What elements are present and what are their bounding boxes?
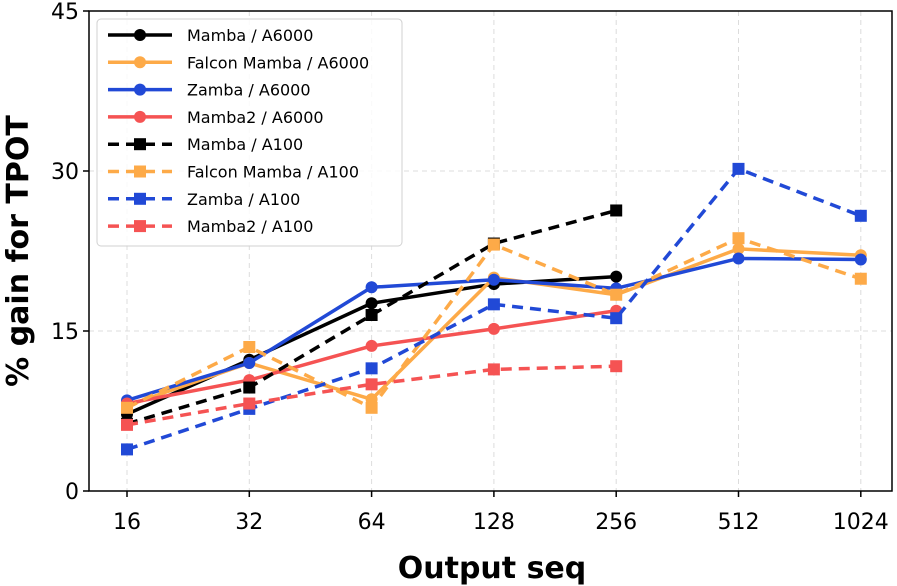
legend-entry: Zamba / A100 [108, 190, 300, 209]
data-point [487, 298, 500, 311]
data-point [732, 162, 745, 175]
data-point [243, 341, 256, 353]
series-mamba2-a100 [121, 360, 623, 431]
data-point [854, 209, 867, 222]
legend-label: Mamba / A6000 [187, 26, 313, 45]
x-tick-label: 256 [595, 510, 637, 535]
data-point [365, 401, 378, 414]
data-point [854, 272, 867, 285]
data-point [365, 378, 378, 391]
legend-label: Mamba2 / A100 [187, 217, 313, 236]
data-point [121, 401, 133, 414]
x-axis: 16 32 64 128 256 512 1024 [113, 491, 889, 535]
y-axis: 0 15 30 45 [51, 0, 89, 505]
data-point [732, 252, 745, 265]
series-line [126, 364, 617, 427]
data-point [610, 312, 623, 325]
data-point [121, 418, 133, 431]
data-point [487, 238, 500, 251]
legend-label: Zamba / A6000 [187, 81, 311, 100]
legend-label: Falcon Mamba / A100 [187, 163, 359, 182]
data-point [365, 297, 378, 310]
legend-entry: Mamba2 / A100 [108, 217, 313, 236]
legend-entry: Zamba / A6000 [108, 81, 311, 100]
data-point [243, 381, 256, 394]
legend-label: Zamba / A100 [187, 190, 300, 209]
data-point [243, 357, 256, 369]
y-tick-label: 15 [51, 320, 79, 345]
data-point [610, 360, 623, 373]
x-tick-label: 512 [718, 510, 760, 535]
legend-marker [134, 110, 146, 123]
legend-label: Mamba2 / A6000 [187, 108, 324, 127]
legend-marker [134, 56, 146, 69]
legend-marker [134, 138, 146, 151]
y-tick-label: 0 [65, 480, 79, 505]
legend-marker [134, 165, 146, 178]
series-falcon-mamba-a100 [121, 232, 867, 414]
legend: Mamba / A6000 Falcon Mamba / A6000 Zamba /… [96, 18, 403, 247]
legend-marker [134, 29, 146, 41]
series-line [126, 208, 617, 426]
data-point [243, 397, 256, 410]
x-tick-label: 16 [113, 510, 141, 535]
data-point [121, 443, 133, 456]
x-tick-label: 128 [473, 510, 515, 535]
data-point [732, 232, 745, 245]
data-point [610, 204, 623, 217]
legend-entry: Mamba / A6000 [108, 26, 313, 45]
plot-frame [88, 10, 893, 492]
legend-marker [134, 192, 146, 205]
data-point [610, 288, 623, 301]
legend-label: Falcon Mamba / A6000 [187, 53, 369, 72]
series-layer [121, 162, 867, 456]
legend-entry: Mamba2 / A6000 [108, 108, 324, 127]
y-tick-label: 30 [51, 160, 79, 185]
data-point [487, 322, 500, 335]
y-tick-label: 45 [51, 0, 79, 25]
data-point [365, 309, 378, 321]
legend-label: Mamba / A100 [187, 135, 303, 154]
legend-marker [134, 83, 146, 96]
data-point [487, 273, 500, 286]
x-axis-title: Output seq [398, 551, 587, 586]
data-point [365, 281, 378, 294]
data-point [610, 270, 623, 283]
legend-entry: Mamba / A100 [108, 135, 303, 154]
x-tick-label: 1024 [833, 510, 889, 535]
data-point [365, 362, 378, 375]
series-zamba-a6000 [121, 252, 867, 407]
legend-entry: Falcon Mamba / A100 [108, 163, 359, 182]
data-point [732, 242, 745, 255]
legend-marker [134, 220, 146, 233]
y-axis-title: % gain for TPOT [1, 115, 36, 387]
data-point [365, 339, 378, 352]
x-tick-label: 32 [235, 510, 263, 535]
data-point [487, 363, 500, 376]
x-tick-label: 64 [358, 510, 386, 535]
data-point [854, 253, 867, 266]
legend-entry: Falcon Mamba / A6000 [108, 53, 369, 72]
legend-box [96, 18, 403, 247]
